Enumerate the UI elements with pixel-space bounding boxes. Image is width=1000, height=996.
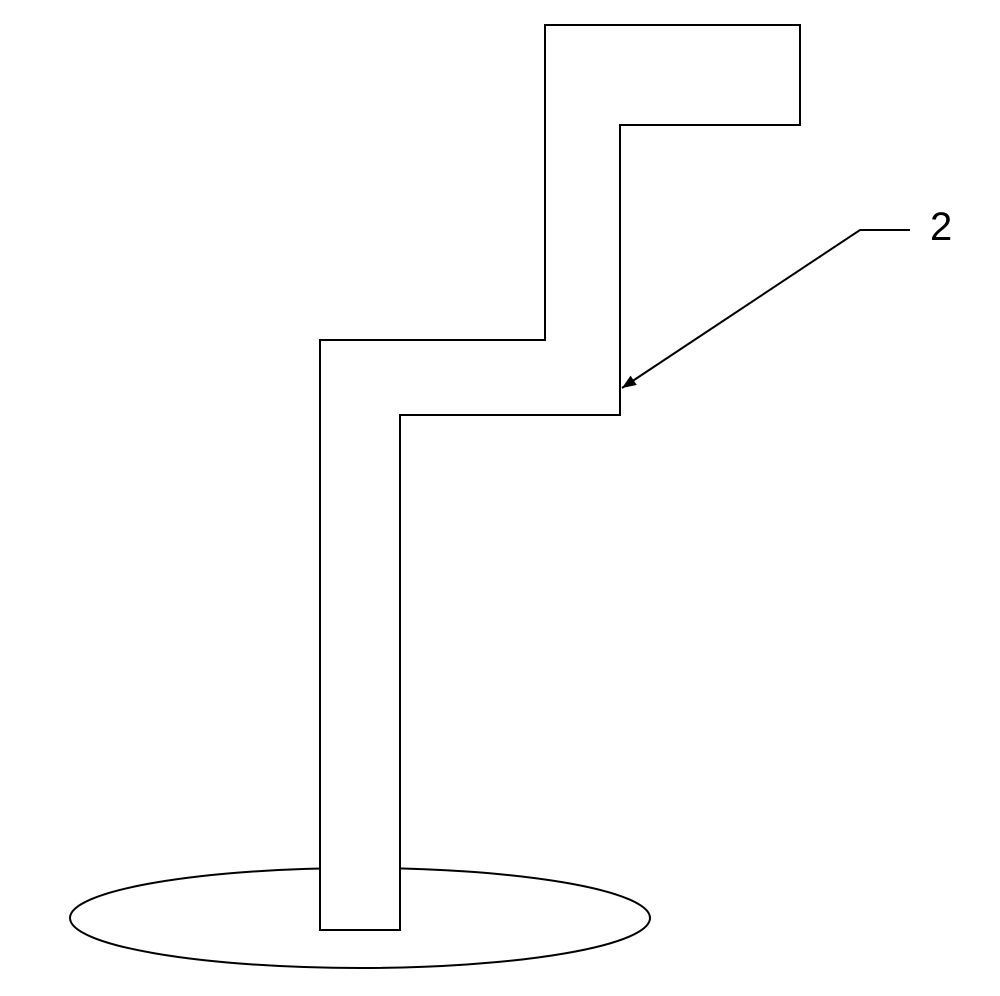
zigzag-pole-shape: [320, 25, 800, 930]
annotation-leader-line: [622, 230, 910, 388]
technical-diagram: 2: [0, 0, 1000, 991]
diagram-svg: [0, 0, 1000, 991]
annotation-label: 2: [930, 205, 952, 250]
annotation-arrowhead: [622, 376, 637, 388]
